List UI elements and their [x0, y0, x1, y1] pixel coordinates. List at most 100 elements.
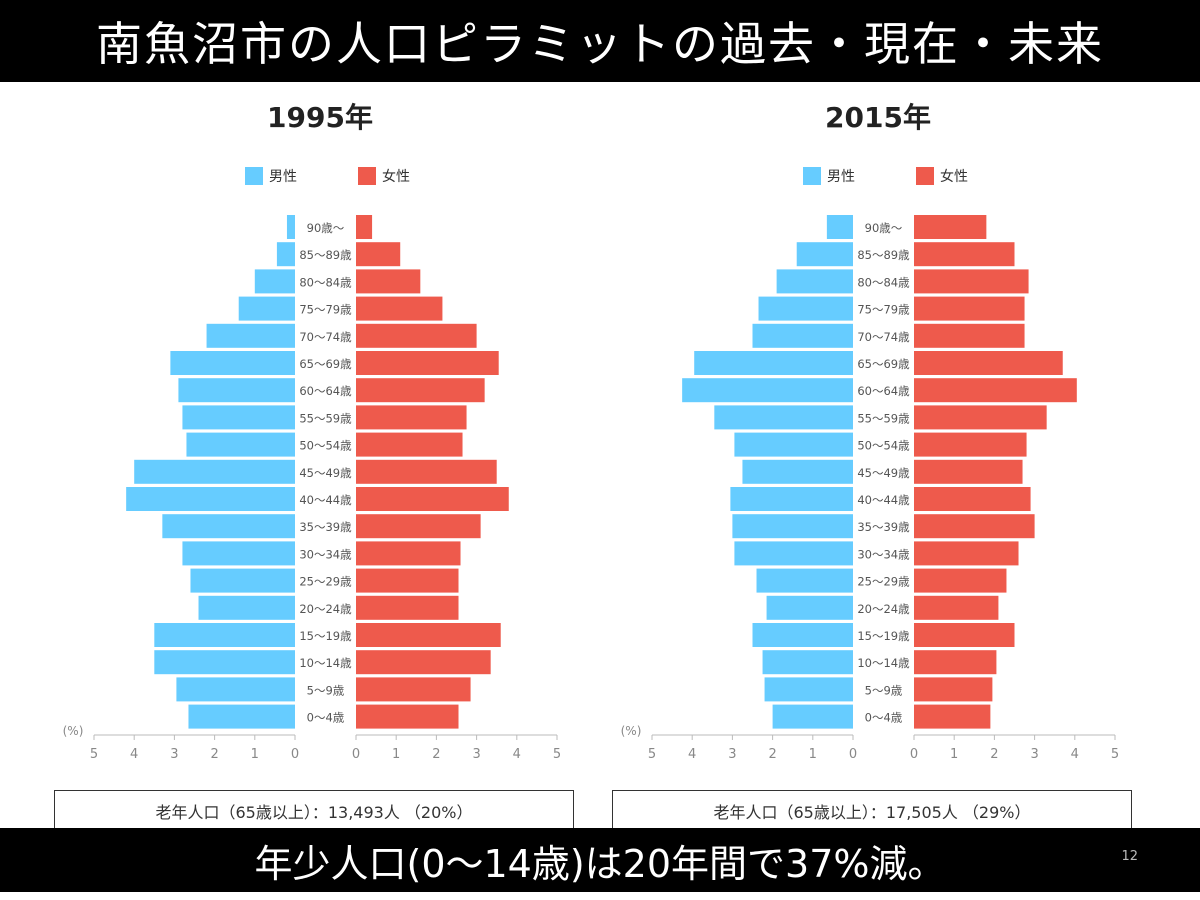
female-bar: [914, 650, 997, 675]
x-tick-label: 4: [513, 747, 521, 762]
male-bar: [182, 405, 295, 430]
male-bar: [752, 623, 853, 647]
male-bar: [178, 378, 295, 403]
age-group-label: 70〜74歳: [857, 330, 910, 344]
chart-title: 2015年: [825, 101, 931, 134]
male-bar: [188, 704, 295, 729]
female-bar: [914, 323, 1025, 348]
x-tick-label: 0: [849, 747, 857, 762]
female-bar: [356, 323, 477, 348]
x-tick-label: 5: [1111, 747, 1119, 762]
female-bar: [356, 459, 497, 484]
page-number: 12: [1121, 849, 1138, 864]
male-bar: [776, 269, 853, 294]
male-bar: [170, 351, 295, 375]
age-group-label: 15〜19歳: [299, 629, 352, 643]
age-group-label: 80〜84歳: [299, 275, 352, 289]
x-tick-label: 5: [90, 747, 98, 762]
unit-label: (%): [63, 724, 84, 738]
pyramid-chart-2015: 2015年 男性 女性 90歳〜 85〜89歳 80〜84歳 75〜79歳 70〜74歳…: [598, 92, 1158, 840]
legend-male-swatch: [245, 167, 263, 185]
x-tick-label: 0: [352, 747, 360, 762]
age-group-label: 60〜64歳: [299, 384, 352, 398]
age-group-label: 30〜34歳: [299, 547, 352, 561]
age-group-label: 40〜44歳: [299, 493, 352, 507]
age-group-label: 55〜59歳: [299, 411, 352, 425]
pyramid-chart-1995: 1995年 男性 女性 90歳〜 85〜89歳 80〜84歳 75〜79歳 70〜74歳…: [40, 92, 600, 840]
x-tick-label: 3: [472, 747, 480, 762]
age-group-label: 20〜24歳: [299, 602, 352, 616]
male-bar: [732, 514, 853, 539]
male-bar: [162, 514, 295, 539]
male-bar: [772, 704, 853, 729]
male-bar: [154, 623, 295, 647]
female-bar: [914, 242, 1015, 267]
female-bar: [914, 269, 1029, 294]
male-bar: [154, 650, 295, 675]
pyramid-plot: 90歳〜 85〜89歳 80〜84歳 75〜79歳 70〜74歳 65〜69歳 60〜64歳…: [63, 215, 561, 762]
male-bar: [764, 677, 853, 702]
age-group-label: 60〜64歳: [857, 384, 910, 398]
age-group-label: 45〜49歳: [857, 466, 910, 480]
x-tick-label: 4: [1071, 747, 1079, 762]
female-bar: [356, 623, 501, 647]
x-tick-label: 2: [990, 747, 998, 762]
legend-female-swatch: [358, 167, 376, 185]
male-bar: [734, 432, 853, 457]
legend-male-label: 男性: [827, 169, 855, 185]
male-bar: [766, 595, 853, 620]
age-group-label: 20〜24歳: [857, 602, 910, 616]
age-group-label: 40〜44歳: [857, 493, 910, 507]
male-bar: [206, 323, 295, 348]
x-tick-label: 1: [392, 747, 400, 762]
female-bar: [356, 595, 459, 620]
age-group-label: 75〜79歳: [299, 303, 352, 317]
unit-label: (%): [621, 724, 642, 738]
legend-male-label: 男性: [269, 169, 297, 185]
female-bar: [356, 242, 401, 267]
male-bar: [826, 215, 853, 239]
male-bar: [714, 405, 853, 430]
male-bar: [752, 323, 853, 348]
male-bar: [190, 568, 295, 593]
female-bar: [356, 487, 509, 511]
female-bar: [914, 568, 1007, 593]
female-bar: [914, 514, 1035, 539]
x-tick-label: 5: [553, 747, 561, 762]
pyramid-plot: 90歳〜 85〜89歳 80〜84歳 75〜79歳 70〜74歳 65〜69歳 60〜64歳…: [621, 215, 1119, 762]
male-bar: [730, 487, 853, 511]
age-group-label: 5〜9歳: [865, 683, 903, 697]
male-bar: [186, 432, 295, 457]
x-tick-label: 3: [170, 747, 178, 762]
age-group-label: 15〜19歳: [857, 629, 910, 643]
legend-male-swatch: [803, 167, 821, 185]
male-bar: [694, 351, 853, 375]
x-tick-label: 1: [809, 747, 817, 762]
age-group-label: 35〜39歳: [299, 520, 352, 534]
female-bar: [356, 704, 459, 729]
age-group-label: 35〜39歳: [857, 520, 910, 534]
female-bar: [356, 405, 467, 430]
age-group-label: 85〜89歳: [299, 248, 352, 262]
age-group-label: 70〜74歳: [299, 330, 352, 344]
female-bar: [356, 541, 461, 566]
age-group-label: 90歳〜: [307, 221, 345, 235]
x-tick-label: 1: [251, 747, 259, 762]
x-tick-label: 4: [130, 747, 138, 762]
female-bar: [356, 378, 485, 403]
age-group-label: 0〜4歳: [307, 711, 345, 725]
legend-female-swatch: [916, 167, 934, 185]
male-bar: [126, 487, 295, 511]
female-bar: [914, 405, 1047, 430]
age-group-label: 0〜4歳: [865, 711, 903, 725]
age-group-label: 75〜79歳: [857, 303, 910, 317]
female-bar: [914, 459, 1023, 484]
male-bar: [796, 242, 853, 267]
female-bar: [914, 595, 999, 620]
legend: 男性 女性: [40, 166, 600, 190]
age-group-label: 90歳〜: [865, 221, 903, 235]
male-bar: [182, 541, 295, 566]
slide-title: 南魚沼市の人口ピラミットの過去・現在・未来: [0, 0, 1200, 82]
male-bar: [762, 650, 853, 675]
age-group-label: 10〜14歳: [857, 656, 910, 670]
